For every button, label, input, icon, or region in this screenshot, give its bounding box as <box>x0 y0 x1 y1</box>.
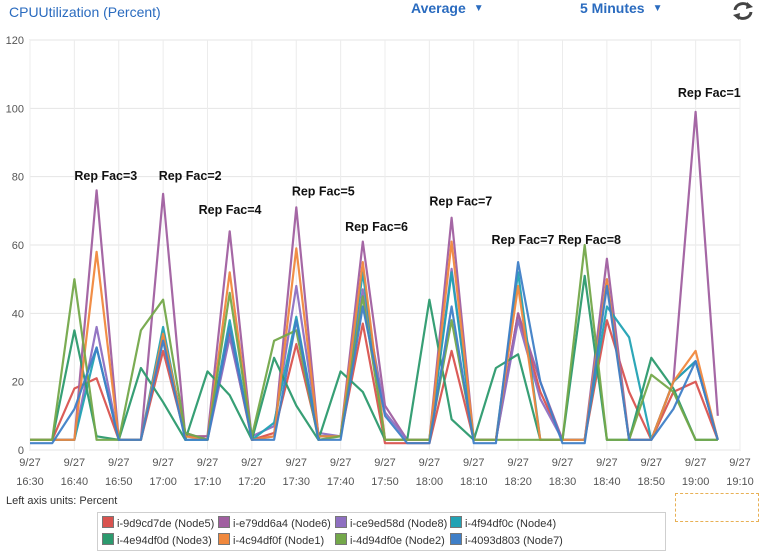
cpu-utilization-chart: 0 20 40 60 80 100 120 9/27 16:30 9/27 16:40 9/27 16… <box>6 35 754 488</box>
legend-swatch <box>335 516 347 528</box>
legend-label: i-4093d803 (Node7) <box>465 535 563 547</box>
statistic-label: Average <box>411 0 466 16</box>
legend-swatch <box>335 533 347 545</box>
x-tick-time: 18:20 <box>504 476 532 488</box>
x-tick-time: 18:30 <box>549 476 577 488</box>
y-tick-label: 120 <box>6 35 24 47</box>
legend-label: i-4f94df0c (Node4) <box>465 518 557 530</box>
x-tick-time: 17:20 <box>238 476 266 488</box>
x-tick-date: 9/27 <box>419 457 440 469</box>
chart-legend: i-9d9cd7de (Node5) i-e79dd6a4 (Node6) i-ce… <box>97 512 666 551</box>
annotation-label: Rep Fac=2 <box>159 169 222 183</box>
series-line <box>30 110 719 441</box>
x-tick-time: 17:50 <box>371 476 399 488</box>
chevron-down-icon: ▼ <box>652 3 663 14</box>
legend-label: i-4d94df0e (Node2) <box>350 535 445 547</box>
legend-swatch <box>102 516 114 528</box>
x-tick-date: 9/27 <box>552 457 573 469</box>
selection-placeholder <box>675 493 759 522</box>
y-tick-label: 60 <box>12 240 24 252</box>
x-tick-date: 9/27 <box>19 457 40 469</box>
x-tick-date: 9/27 <box>596 457 617 469</box>
x-tick-date: 9/27 <box>286 457 307 469</box>
legend-item[interactable]: i-ce9ed58d (Node8) <box>335 516 447 530</box>
annotation-label: Rep Fac=7 <box>429 195 492 209</box>
x-tick-time: 16:50 <box>105 476 133 488</box>
legend-label: i-9d9cd7de (Node5) <box>117 518 215 530</box>
x-tick-time: 19:00 <box>682 476 710 488</box>
x-tick-date: 9/27 <box>507 457 528 469</box>
y-tick-label: 40 <box>12 308 24 320</box>
x-tick-date: 9/27 <box>241 457 262 469</box>
legend-swatch <box>218 516 230 528</box>
legend-item[interactable]: i-4f94df0c (Node4) <box>450 516 556 530</box>
x-tick-date: 9/27 <box>729 457 750 469</box>
period-label: 5 Minutes <box>580 0 645 16</box>
x-tick-time: 18:50 <box>637 476 665 488</box>
x-tick-date: 9/27 <box>108 457 129 469</box>
chevron-down-icon: ▼ <box>473 3 484 14</box>
annotation-label: Rep Fac=4 <box>199 203 262 217</box>
legend-label: i-e79dd6a4 (Node6) <box>233 518 331 530</box>
legend-label: i-4c94df0f (Node1) <box>233 535 325 547</box>
x-tick-date: 9/27 <box>463 457 484 469</box>
metric-title: CPUUtilization (Percent) <box>9 4 161 20</box>
metric-header: CPUUtilization (Percent) Average ▼ 5 Minu… <box>0 0 764 28</box>
legend-swatch <box>218 533 230 545</box>
annotation-label: Rep Fac=3 <box>74 169 137 183</box>
x-tick-date: 9/27 <box>152 457 173 469</box>
period-dropdown[interactable]: 5 Minutes ▼ <box>580 0 662 16</box>
y-tick-label: 80 <box>12 172 24 184</box>
x-tick-time: 19:10 <box>726 476 754 488</box>
x-tick-time: 17:10 <box>194 476 222 488</box>
annotation-label: Rep Fac=8 <box>558 233 621 247</box>
annotation-label: Rep Fac=1 <box>678 86 741 100</box>
legend-swatch <box>450 516 462 528</box>
x-tick-date: 9/27 <box>330 457 351 469</box>
series-line <box>30 261 719 445</box>
x-tick-date: 9/27 <box>685 457 706 469</box>
x-tick-time: 18:00 <box>416 476 444 488</box>
legend-item[interactable]: i-4e94df0d (Node3) <box>102 533 212 547</box>
refresh-icon[interactable] <box>730 0 756 22</box>
x-tick-time: 18:40 <box>593 476 621 488</box>
x-tick-date: 9/27 <box>64 457 85 469</box>
series-line <box>30 243 718 441</box>
y-tick-label: 0 <box>18 445 24 457</box>
left-axis-units: Left axis units: Percent <box>6 495 117 507</box>
legend-swatch <box>450 533 462 545</box>
statistic-dropdown[interactable]: Average ▼ <box>411 0 484 16</box>
x-tick-time: 18:10 <box>460 476 488 488</box>
x-tick-time: 17:40 <box>327 476 355 488</box>
axis-units-value: Percent <box>79 495 118 507</box>
annotation-label: Rep Fac=7 <box>492 233 555 247</box>
legend-label: i-4e94df0d (Node3) <box>117 535 212 547</box>
legend-swatch <box>102 533 114 545</box>
legend-label: i-ce9ed58d (Node8) <box>350 518 448 530</box>
y-tick-label: 20 <box>12 377 24 389</box>
annotation-label: Rep Fac=6 <box>345 220 408 234</box>
x-tick-date: 9/27 <box>197 457 218 469</box>
annotation-label: Rep Fac=5 <box>292 184 355 198</box>
y-tick-label: 100 <box>6 103 24 115</box>
x-tick-time: 17:30 <box>282 476 310 488</box>
axis-units-label: Left axis units: <box>6 495 77 507</box>
x-tick-date: 9/27 <box>374 457 395 469</box>
x-tick-time: 16:30 <box>16 476 44 488</box>
legend-item[interactable]: i-9d9cd7de (Node5) <box>102 516 214 530</box>
x-tick-time: 17:00 <box>149 476 177 488</box>
legend-item[interactable]: i-4c94df0f (Node1) <box>218 533 324 547</box>
x-tick-time: 16:40 <box>61 476 89 488</box>
legend-item[interactable]: i-4d94df0e (Node2) <box>335 533 445 547</box>
legend-item[interactable]: i-e79dd6a4 (Node6) <box>218 516 331 530</box>
x-tick-date: 9/27 <box>641 457 662 469</box>
legend-item[interactable]: i-4093d803 (Node7) <box>450 533 563 547</box>
